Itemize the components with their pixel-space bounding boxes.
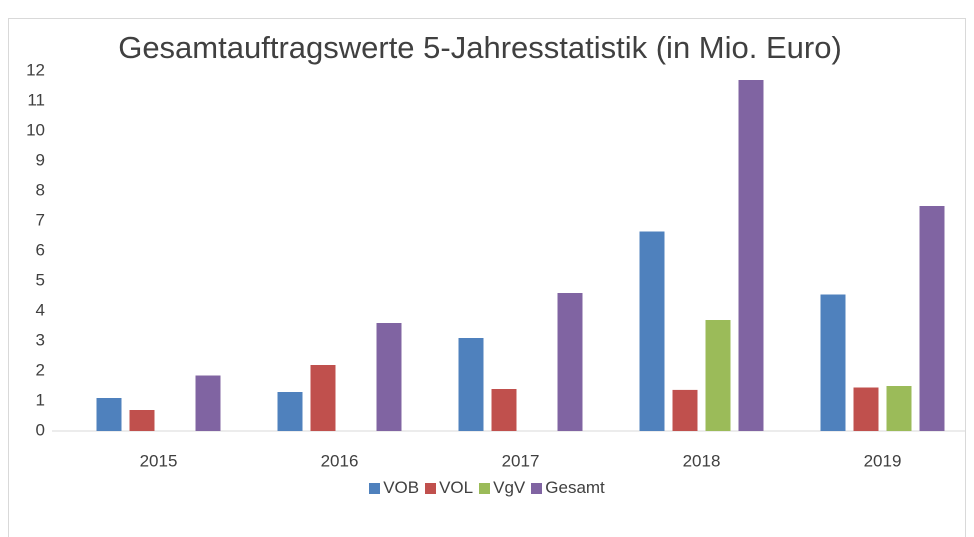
bar <box>886 386 912 431</box>
bar <box>129 410 155 431</box>
y-tick-label: 2 <box>36 360 45 379</box>
bar <box>705 320 731 431</box>
x-tick-label: 2017 <box>502 451 540 470</box>
bar <box>919 206 945 431</box>
bar <box>853 387 879 431</box>
bar <box>639 231 665 431</box>
x-tick-label: 2016 <box>321 451 359 470</box>
chart-border <box>8 18 966 537</box>
chart-title: Gesamtauftragswerte 5-Jahresstatistik (i… <box>118 30 842 65</box>
legend-swatch <box>531 482 543 494</box>
y-tick-label: 3 <box>36 330 45 349</box>
y-tick-label: 8 <box>36 180 45 199</box>
legend: VOB VOL VgV Gesamt <box>0 478 974 498</box>
y-tick-label: 10 <box>26 120 45 139</box>
legend-swatch <box>425 482 437 494</box>
y-tick-label: 0 <box>36 420 45 439</box>
legend-swatch <box>369 482 381 494</box>
y-tick-label: 9 <box>36 150 45 169</box>
y-tick-label: 5 <box>36 270 45 289</box>
bar <box>557 293 583 431</box>
y-tick-label: 1 <box>36 390 45 409</box>
bar <box>195 375 221 431</box>
y-tick-label: 11 <box>27 90 45 109</box>
x-tick-label: 2018 <box>683 451 721 470</box>
legend-label: Gesamt <box>545 478 605 497</box>
bar <box>458 338 484 431</box>
bar <box>376 323 402 431</box>
legend-label: VgV <box>493 478 526 497</box>
bar <box>96 398 122 431</box>
y-tick-label: 6 <box>36 240 45 259</box>
legend-swatch <box>479 482 491 494</box>
legend-item: VOL <box>425 478 473 498</box>
legend-item: Gesamt <box>531 478 605 498</box>
x-tick-label: 2015 <box>140 451 178 470</box>
y-tick-label: 4 <box>36 300 45 319</box>
legend-label: VOB <box>383 478 420 497</box>
bar <box>820 294 846 431</box>
legend-item: VgV <box>479 478 525 498</box>
bar <box>277 392 303 431</box>
bar <box>672 389 698 431</box>
x-tick-label: 2019 <box>864 451 902 470</box>
legend-label: VOL <box>439 478 474 497</box>
y-tick-label: 12 <box>26 60 45 79</box>
bar <box>491 389 517 431</box>
bar <box>738 80 764 431</box>
bar <box>310 365 336 431</box>
legend-item: VOB <box>369 478 419 498</box>
y-tick-label: 7 <box>36 210 45 229</box>
